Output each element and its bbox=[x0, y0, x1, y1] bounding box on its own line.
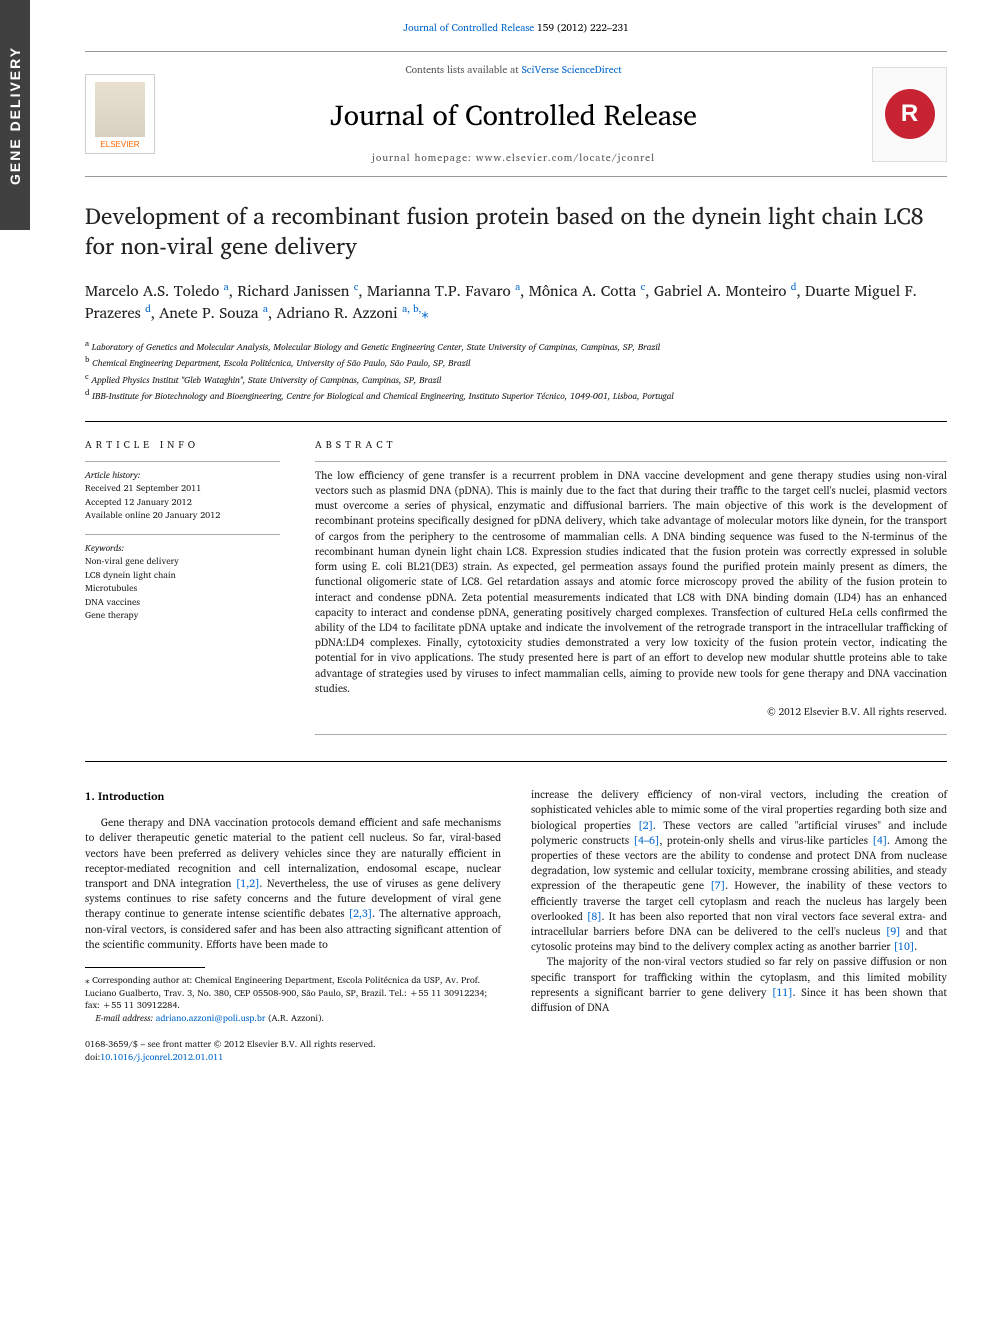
authors-list: Marcelo A.S. Toledo a, Richard Janissen … bbox=[85, 280, 947, 325]
divider-thin bbox=[85, 534, 280, 535]
affiliations: a Laboratory of Genetics and Molecular A… bbox=[85, 337, 947, 403]
ref-link[interactable]: [4–6] bbox=[634, 831, 660, 849]
body-columns: 1. Introduction Gene therapy and DNA vac… bbox=[85, 787, 947, 1064]
divider bbox=[85, 421, 947, 422]
history-online: Available online 20 January 2012 bbox=[85, 508, 280, 522]
doi-line: doi:10.1016/j.jconrel.2012.01.011 bbox=[85, 1051, 501, 1064]
affiliation-d: d IBB-Institute for Biotechnology and Bi… bbox=[85, 386, 947, 403]
top-citation: Journal of Controlled Release 159 (2012)… bbox=[85, 20, 947, 36]
affiliation-b: b Chemical Engineering Department, Escol… bbox=[85, 353, 947, 370]
ref-link[interactable]: [8] bbox=[587, 907, 602, 925]
top-citation-text: 159 (2012) 222–231 bbox=[537, 20, 629, 36]
corr-email-link[interactable]: adriano.azzoni@poli.usp.br bbox=[156, 1010, 266, 1025]
keywords-block: Keywords: Non-viral gene delivery LC8 dy… bbox=[85, 541, 280, 622]
ref-link[interactable]: [2,3] bbox=[349, 904, 373, 922]
doi-link[interactable]: 10.1016/j.jconrel.2012.01.011 bbox=[100, 1049, 223, 1064]
intro-text: Gene therapy and DNA vaccination protoco… bbox=[85, 815, 501, 952]
article-history: Article history: Received 21 September 2… bbox=[85, 468, 280, 522]
journal-homepage: journal homepage: www.elsevier.com/locat… bbox=[155, 150, 872, 166]
history-label: Article history: bbox=[85, 468, 280, 482]
doi-block: 0168-3659/$ – see front matter © 2012 El… bbox=[85, 1038, 501, 1063]
side-tab-gene-delivery: GENE DELIVERY bbox=[0, 0, 30, 230]
top-journal-link[interactable]: Journal of Controlled Release bbox=[403, 20, 534, 36]
abstract-copyright: © 2012 Elsevier B.V. All rights reserved… bbox=[315, 704, 947, 720]
doi-prefix: doi: bbox=[85, 1049, 100, 1064]
abstract-head: ABSTRACT bbox=[315, 437, 947, 453]
elsevier-tree-icon bbox=[95, 82, 145, 137]
divider-thin bbox=[85, 461, 280, 462]
ref-link[interactable]: [4] bbox=[872, 831, 887, 849]
ref-link[interactable]: [11] bbox=[772, 983, 793, 1001]
journal-cover[interactable]: R bbox=[872, 67, 947, 162]
sciencedirect-link[interactable]: SciVerse ScienceDirect bbox=[522, 62, 622, 78]
body-column-left: 1. Introduction Gene therapy and DNA vac… bbox=[85, 787, 501, 1064]
body-text-right: increase the delivery efficiency of non-… bbox=[531, 787, 947, 1015]
history-received: Received 21 September 2011 bbox=[85, 481, 280, 495]
ref-link[interactable]: [7] bbox=[710, 876, 725, 894]
affiliation-c: c Applied Physics Institut "Gleb Wataghi… bbox=[85, 370, 947, 387]
keyword: LC8 dynein light chain bbox=[85, 568, 280, 582]
info-abstract-row: ARTICLE INFO Article history: Received 2… bbox=[85, 437, 947, 741]
keyword: Non-viral gene delivery bbox=[85, 554, 280, 568]
email-label: E-mail address: bbox=[96, 1010, 154, 1025]
keyword: Microtubules bbox=[85, 581, 280, 595]
intro-heading: 1. Introduction bbox=[85, 787, 501, 805]
divider-thin bbox=[315, 461, 947, 462]
divider-thin bbox=[315, 734, 947, 735]
publisher-name: ELSEVIER bbox=[100, 140, 139, 149]
article-info-column: ARTICLE INFO Article history: Received 2… bbox=[85, 437, 280, 741]
footnote-separator bbox=[85, 967, 205, 968]
keyword: Gene therapy bbox=[85, 608, 280, 622]
contents-prefix: Contents lists available at bbox=[405, 62, 518, 78]
elsevier-logo[interactable]: ELSEVIER bbox=[85, 74, 155, 154]
keywords-label: Keywords: bbox=[85, 541, 280, 555]
abstract-column: ABSTRACT The low efficiency of gene tran… bbox=[315, 437, 947, 741]
corresponding-author-footnote: ⁎ Corresponding author at: Chemical Engi… bbox=[85, 974, 501, 1024]
ref-link[interactable]: [1,2] bbox=[236, 874, 260, 892]
contents-line: Contents lists available at SciVerse Sci… bbox=[155, 62, 872, 78]
page-content: Journal of Controlled Release 159 (2012)… bbox=[40, 0, 992, 1094]
abstract-text: The low efficiency of gene transfer is a… bbox=[315, 468, 947, 696]
journal-header: ELSEVIER Contents lists available at Sci… bbox=[85, 51, 947, 177]
journal-title: Journal of Controlled Release bbox=[155, 93, 872, 138]
journal-header-center: Contents lists available at SciVerse Sci… bbox=[155, 62, 872, 166]
body-column-right: increase the delivery efficiency of non-… bbox=[531, 787, 947, 1064]
affiliation-a: a Laboratory of Genetics and Molecular A… bbox=[85, 337, 947, 354]
article-title: Development of a recombinant fusion prot… bbox=[85, 202, 947, 262]
article-info-head: ARTICLE INFO bbox=[85, 437, 280, 453]
keyword: DNA vaccines bbox=[85, 595, 280, 609]
history-accepted: Accepted 12 January 2012 bbox=[85, 495, 280, 509]
divider bbox=[85, 761, 947, 762]
email-suffix: (A.R. Azzoni). bbox=[268, 1010, 324, 1025]
journal-cover-r-icon: R bbox=[885, 89, 935, 139]
